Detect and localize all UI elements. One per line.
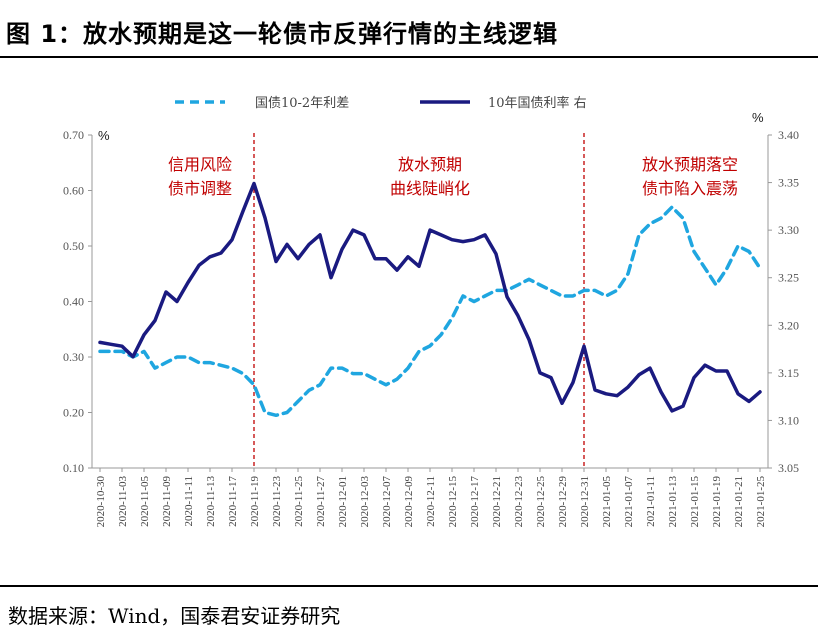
x-tick-label: 2020-11-25 — [293, 476, 305, 527]
x-tick-label: 2020-12-29 — [557, 476, 569, 528]
x-tick-label: 2020-12-17 — [469, 476, 481, 528]
top-rule — [0, 56, 818, 58]
y-left-tick-label: 0.40 — [63, 295, 84, 309]
x-tick-label: 2020-12-09 — [403, 476, 415, 528]
x-tick-label: 2020-11-13 — [205, 476, 217, 527]
x-tick-label: 2020-12-01 — [337, 476, 349, 527]
y-right-tick-label: 3.40 — [778, 128, 799, 142]
x-tick-label: 2020-12-11 — [425, 476, 437, 527]
x-tick-label: 2021-01-05 — [601, 476, 613, 528]
x-tick-label: 2020-11-05 — [139, 476, 151, 527]
y-left-tick-label: 0.60 — [63, 184, 84, 198]
bottom-rule — [0, 585, 818, 587]
legend-label: 10年国债利率 右 — [488, 95, 587, 111]
x-tick-label: 2020-11-17 — [227, 476, 239, 527]
annotation-text: 债市调整 — [168, 179, 232, 198]
y-right-tick-label: 3.30 — [778, 223, 799, 237]
x-tick-label: 2020-11-19 — [249, 476, 261, 527]
x-tick-label: 2020-12-25 — [535, 476, 547, 528]
series-spread-line — [98, 205, 762, 418]
x-tick-label: 2020-11-11 — [183, 476, 195, 527]
y-left-unit: % — [98, 128, 110, 143]
y-left-tick-label: 0.30 — [63, 350, 84, 364]
series-yield-line — [98, 181, 762, 413]
x-tick-label: 2021-01-19 — [711, 476, 723, 528]
x-tick-label: 2020-12-15 — [447, 476, 459, 528]
y-left-tick-label: 0.20 — [63, 406, 84, 420]
legend-label: 国债10-2年利差 — [255, 96, 349, 111]
x-tick-label: 2020-12-07 — [381, 476, 393, 528]
y-right-tick-label: 3.10 — [778, 413, 799, 427]
annotation-text: 债市陷入震荡 — [642, 179, 738, 198]
y-right-tick-label: 3.15 — [778, 366, 799, 380]
y-left-tick-label: 0.70 — [63, 128, 84, 142]
x-tick-label: 2020-12-23 — [513, 476, 525, 528]
x-tick-label: 2020-11-09 — [161, 476, 173, 527]
source-note: 数据来源：Wind，国泰君安证券研究 — [8, 604, 341, 628]
annotation-text: 放水预期落空 — [642, 155, 738, 174]
x-tick-label: 2020-10-30 — [95, 476, 107, 528]
x-tick-label: 2021-01-07 — [623, 476, 635, 528]
y-left-tick-label: 0.50 — [63, 239, 84, 253]
x-tick-label: 2020-11-23 — [271, 476, 283, 527]
x-tick-label: 2021-01-15 — [689, 476, 701, 528]
x-tick-label: 2020-12-21 — [491, 476, 503, 527]
x-tick-label: 2020-11-03 — [117, 476, 129, 527]
chart: 0.10 0.20 0.30 0.40 0.50 0.60 0.70 3.05 3.10 3.15… — [63, 95, 799, 528]
x-tick-label: 2021-01-11 — [645, 476, 657, 527]
y-right-tick-label: 3.25 — [778, 271, 799, 285]
y-right-tick-label: 3.05 — [778, 461, 799, 475]
figure-title: 图 1：放水预期是这一轮债市反弹行情的主线逻辑 — [6, 20, 559, 48]
y-right-unit: % — [752, 110, 764, 125]
annotation-text: 曲线陡峭化 — [390, 179, 470, 198]
x-tick-label: 2021-01-25 — [755, 476, 767, 528]
x-tick-label: 2020-11-27 — [315, 476, 327, 527]
annotation-text: 信用风险 — [168, 155, 232, 174]
x-tick-label: 2020-12-31 — [579, 476, 591, 527]
y-left-tick-label: 0.10 — [63, 461, 84, 475]
x-tick-label: 2021-01-21 — [733, 476, 745, 527]
x-tick-label: 2021-01-13 — [667, 476, 679, 528]
y-right-tick-label: 3.35 — [778, 176, 799, 190]
y-right-tick-label: 3.20 — [778, 318, 799, 332]
x-tick-label: 2020-12-03 — [359, 476, 371, 528]
annotation-text: 放水预期 — [398, 155, 462, 174]
